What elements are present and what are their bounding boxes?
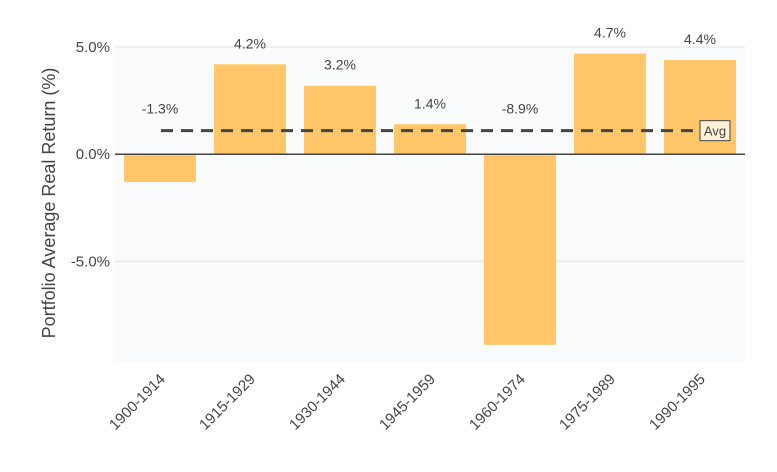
x-tick-label: 1915-1929 <box>196 371 259 434</box>
bar-1975-1989 <box>574 53 646 155</box>
x-tick-label: 1945-1959 <box>376 371 439 434</box>
data-label: 1.4% <box>414 95 446 111</box>
y-tick-label: 0.0% <box>76 146 110 163</box>
bar-1930-1944 <box>304 85 376 155</box>
average-label: Avg <box>704 124 726 139</box>
data-labels: -1.3% 4.2% 3.2% 1.4% -8.9% 4.7% 4.4% <box>142 25 716 117</box>
y-axis-title: Portfolio Average Real Return (%) <box>39 68 59 339</box>
y-tick-label: 5.0% <box>76 39 110 56</box>
plot-background <box>115 45 745 362</box>
bar-1900-1914 <box>124 154 196 183</box>
average-label-box <box>699 120 731 142</box>
x-tick-labels: 1900-1914 1915-1929 1930-1944 1945-1959 1960… <box>106 371 709 434</box>
bar-1915-1929 <box>214 64 286 155</box>
x-tick-label: 1900-1914 <box>106 371 169 434</box>
y-tick-labels: 5.0% 0.0% -5.0% <box>71 39 110 270</box>
x-tick-label: 1930-1944 <box>286 371 349 434</box>
x-tick-label: 1990-1995 <box>646 371 709 434</box>
bar-1960-1974 <box>484 154 556 345</box>
data-label: 4.4% <box>684 31 716 47</box>
data-label: -8.9% <box>502 101 539 117</box>
data-label: 4.2% <box>234 35 266 51</box>
x-tick-label: 1975-1989 <box>556 371 619 434</box>
average-line-group: Avg <box>161 120 731 142</box>
gridlines <box>115 46 745 262</box>
y-tick-label: -5.0% <box>71 253 110 270</box>
x-tick-label: 1960-1974 <box>466 371 529 434</box>
data-label: -1.3% <box>142 101 179 117</box>
data-label: 4.7% <box>594 25 626 41</box>
data-label: 3.2% <box>324 57 356 73</box>
bar-1945-1959 <box>394 124 466 155</box>
